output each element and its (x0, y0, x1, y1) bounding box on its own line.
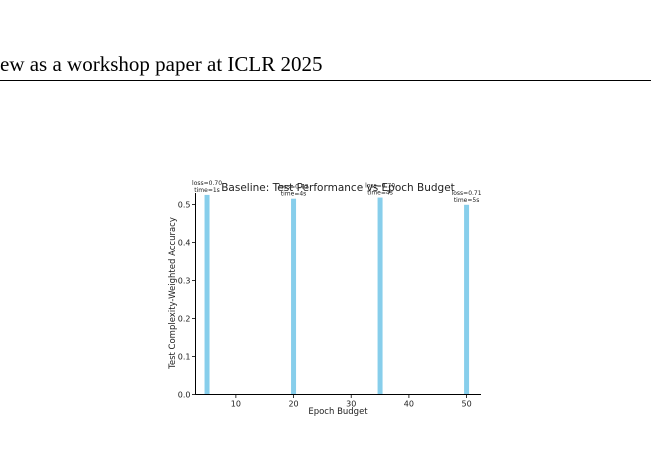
y-axis-label: Test Complexity-Weighted Accuracy (168, 217, 178, 370)
bar-loss-label: loss=0.71 (452, 190, 482, 197)
x-tick-label: 30 (346, 400, 356, 409)
x-tick-label: 20 (288, 400, 298, 409)
bar-loss-label: loss=0.72 (279, 184, 309, 191)
bar-time-label: time=4s (367, 190, 393, 197)
bar (291, 198, 297, 395)
x-tick-label: 40 (404, 400, 414, 409)
x-axis-label: Epoch Budget (308, 407, 368, 417)
bar-loss-label: loss=0.70 (192, 180, 222, 187)
bar (204, 194, 210, 395)
bar (464, 204, 470, 395)
y-tick-label: 0.3 (178, 276, 191, 285)
header-rule (0, 80, 651, 81)
bar-loss-label: loss=0.70 (365, 183, 395, 190)
bar-time-label: time=5s (454, 197, 480, 204)
y-tick-label: 0.5 (178, 200, 191, 209)
chart-title: Baseline: Test Performance vs Epoch Budg… (221, 182, 455, 194)
y-tick-label: 0.4 (178, 238, 191, 247)
y-ticks: 0.0 0.1 0.2 0.3 0.4 0.5 (178, 200, 196, 400)
y-tick-label: 0.2 (178, 314, 191, 323)
y-tick-label: 0.1 (178, 352, 191, 361)
bar-time-label: time=4s (281, 191, 307, 198)
x-tick-label: 50 (461, 400, 471, 409)
x-tick-label: 10 (231, 400, 241, 409)
bar-time-label: time=1s (194, 187, 220, 194)
y-tick-label: 0.0 (178, 391, 191, 400)
running-title: ew as a workshop paper at ICLR 2025 (0, 52, 323, 76)
x-ticks: 10 20 30 40 50 (231, 394, 472, 409)
bar (377, 197, 383, 395)
